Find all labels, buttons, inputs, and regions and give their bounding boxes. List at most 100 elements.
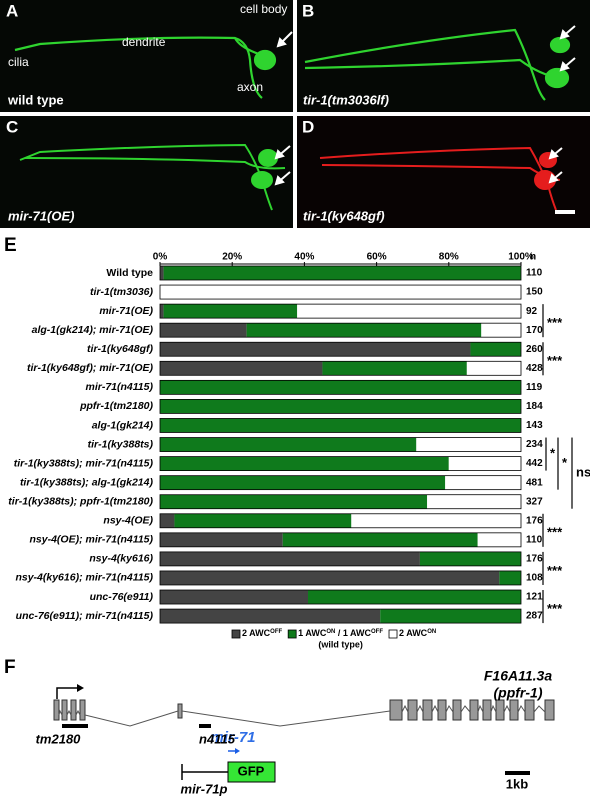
- n-value: 119: [526, 382, 543, 393]
- row-label: Wild type: [106, 267, 153, 279]
- bar-segment: [499, 570, 521, 585]
- bar-segment: [380, 609, 521, 624]
- bar-segment: [160, 323, 247, 338]
- x-tick-label: 60%: [367, 252, 387, 263]
- legend-swatch: [388, 629, 398, 639]
- bar-segment: [481, 323, 521, 338]
- bar-outline: [159, 437, 522, 452]
- row-label: unc-76(e911); mir-71(n4115): [16, 610, 154, 622]
- chart: E 0% 20% 40% 60% 80% 100%n Wild type 110 tir-1(t…: [4, 235, 590, 649]
- exons: [53, 699, 555, 721]
- significance-label: ***: [547, 315, 563, 330]
- bar-segment: [160, 380, 521, 395]
- annotation: cell body: [240, 2, 287, 16]
- promoter-label: mir-71p: [181, 781, 228, 796]
- bar-segment: [160, 437, 417, 452]
- significance-label: ***: [547, 525, 563, 540]
- neuron-c: [19, 143, 286, 211]
- row-label: mir-71(n4115): [85, 381, 153, 393]
- significance-label: ns: [576, 465, 590, 480]
- bar-segment: [160, 551, 420, 566]
- promoter-line: [181, 764, 228, 780]
- allele-label: tm2180: [36, 731, 82, 746]
- bar-outline: [159, 589, 522, 605]
- bar-segment: [160, 494, 428, 509]
- n-value: 110: [526, 534, 543, 545]
- row-label: mir-71(OE): [99, 305, 153, 317]
- bar-outline: [159, 379, 522, 395]
- n-value: 176: [526, 515, 543, 526]
- row-label: tir-1(ky388ts); mir-71(n4115): [14, 457, 154, 469]
- bar-segment: [445, 475, 521, 490]
- bar-outline: [159, 608, 522, 624]
- bar-outline: [159, 551, 522, 567]
- bar-segment: [174, 513, 352, 528]
- gene-diagram: F GFP mir-71 F16A11.3a (ppfr-1) tm2180 n…: [4, 657, 555, 796]
- bar-segment: [160, 609, 381, 624]
- bar-segment: [297, 304, 521, 319]
- caption: mir-71(OE): [8, 208, 74, 223]
- arrows: [274, 25, 576, 214]
- caption: wild type: [7, 92, 64, 107]
- n-value: 442: [526, 458, 543, 469]
- row-label: nsy-4(OE): [103, 515, 153, 527]
- bar-segment: [160, 418, 521, 433]
- panel-a: [0, 0, 293, 112]
- row-label: ppfr-1(tm2180): [79, 400, 153, 412]
- bar-outline: [159, 532, 522, 548]
- n-value: 287: [526, 611, 543, 622]
- legend-label-part: 2 AWC: [242, 628, 271, 638]
- row-label: tir-1(ky388ts): [88, 438, 154, 450]
- n-header: n: [530, 252, 536, 263]
- tss-arrow-head: [77, 684, 84, 692]
- x-tick-label: 100%: [508, 252, 534, 263]
- n-value: 150: [526, 287, 543, 298]
- panel-c: [0, 116, 293, 228]
- legend-label: 2 AWCOFF: [242, 628, 283, 638]
- panel-label: B: [302, 1, 314, 20]
- bar-outline: [159, 360, 522, 376]
- significance-label: ***: [547, 601, 563, 616]
- row-label: tir-1(tm3036): [90, 286, 154, 298]
- bar-segment: [466, 361, 521, 376]
- annotation: dendrite: [122, 35, 166, 49]
- row-label: alg-1(gk214); mir-71(OE): [32, 324, 154, 336]
- n-value: 143: [526, 420, 543, 431]
- n-value: 170: [526, 325, 543, 336]
- n-value: 176: [526, 554, 543, 565]
- bar-outline: [159, 456, 522, 472]
- x-tick-label: 40%: [294, 252, 314, 263]
- bar-segment: [160, 266, 164, 280]
- significance-label: *: [562, 455, 568, 470]
- n-value: 260: [526, 344, 543, 355]
- n-value: 110: [526, 268, 543, 279]
- bar-segment: [470, 342, 521, 357]
- x-tick-label: 80%: [439, 252, 459, 263]
- n-value: 184: [526, 401, 543, 412]
- caption: tir-1(tm3036lf): [303, 92, 389, 107]
- row-label: tir-1(ky388ts); alg-1(gk214): [20, 476, 154, 488]
- bar-segment: [163, 304, 298, 319]
- bar-outline: [159, 513, 522, 529]
- panel-label: A: [6, 1, 18, 20]
- row-label: unc-76(e911): [90, 591, 154, 603]
- legend-label-part: 2 AWC: [399, 628, 428, 638]
- panel-label: D: [302, 117, 314, 136]
- legend-label-part: ON: [427, 629, 436, 635]
- bar-segment: [160, 342, 471, 357]
- legend-label-part: 1 AWC: [298, 628, 327, 638]
- bar-segment: [160, 304, 164, 319]
- bar-segment: [477, 532, 521, 547]
- row-label: tir-1(ky648gf); mir-71(OE): [27, 362, 154, 374]
- annotation: axon: [237, 80, 263, 94]
- row-label: alg-1(gk214): [92, 419, 154, 431]
- panel-label: F: [4, 657, 16, 678]
- bar-segment: [322, 361, 467, 376]
- bar-segment: [282, 532, 478, 547]
- neuron-a: [14, 36, 277, 99]
- legend-label-part: ON: [326, 629, 335, 635]
- significance-label: *: [550, 446, 556, 461]
- gene-label: F16A11.3a: [484, 668, 552, 684]
- bar-segment: [160, 456, 449, 471]
